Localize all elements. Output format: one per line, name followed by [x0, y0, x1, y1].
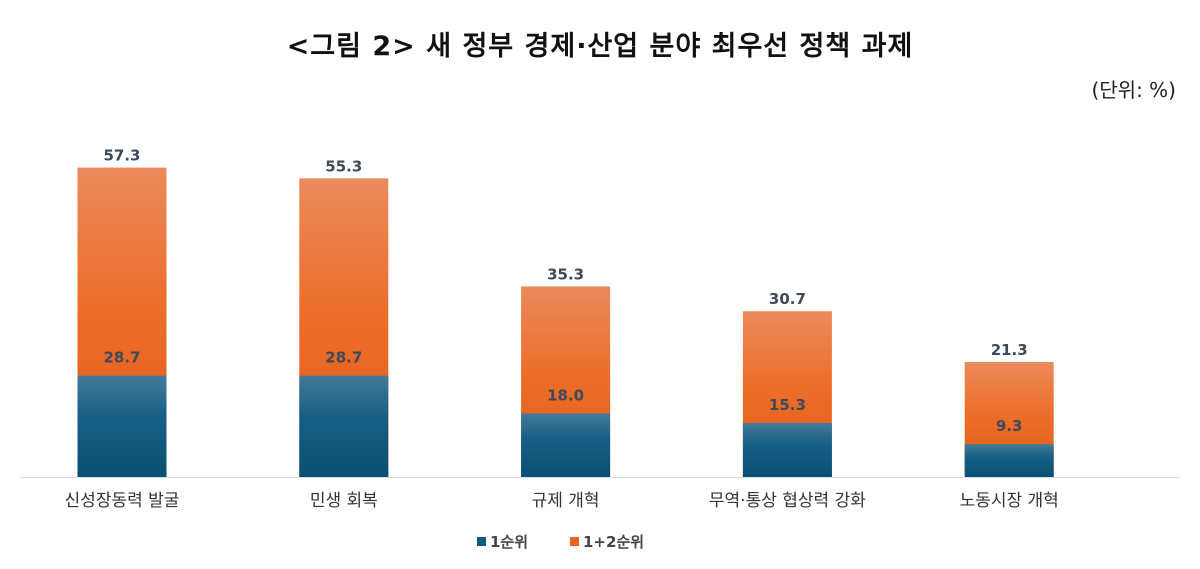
legend-label-1st-2nd: 1+2순위	[583, 533, 644, 551]
legend-label-1st: 1순위	[490, 533, 528, 551]
category-label: 규제 개혁	[532, 491, 600, 511]
category-label: 무역·통상 협상력 강화	[709, 491, 866, 511]
bar-1st	[964, 444, 1054, 477]
chart-title: <그림 2> 새 정부 경제·산업 분야 최우선 정책 과제	[286, 31, 914, 62]
value-label-1st-2nd: 35.3	[547, 265, 584, 283]
value-label-1st: 18.0	[547, 386, 584, 404]
value-label-1st-2nd: 57.3	[103, 147, 140, 165]
legend: 1순위 1+2순위	[477, 533, 644, 551]
category-label: 민생 회복	[310, 491, 378, 511]
unit-label: (단위: %)	[1091, 78, 1176, 102]
value-label-1st: 28.7	[103, 349, 140, 367]
legend-swatch-1st-2nd	[570, 537, 579, 546]
value-label-1st-2nd: 30.7	[769, 290, 806, 308]
value-label-1st-2nd: 55.3	[325, 157, 362, 175]
legend-swatch-1st	[477, 537, 486, 546]
bar-1st	[521, 413, 611, 477]
value-label-1st-2nd: 21.3	[991, 341, 1028, 359]
bar-1st	[299, 375, 389, 477]
value-label-1st: 15.3	[769, 396, 806, 414]
category-label: 노동시장 개혁	[960, 491, 1059, 511]
category-label: 신성장동력 발굴	[65, 491, 180, 511]
bar-1st	[77, 375, 167, 477]
value-label-1st: 28.7	[325, 349, 362, 367]
value-label-1st: 9.3	[996, 417, 1023, 435]
bar-1st	[742, 422, 832, 477]
